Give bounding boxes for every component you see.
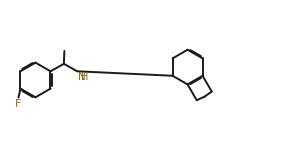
Text: F: F: [15, 99, 22, 109]
Text: H: H: [81, 73, 89, 83]
Text: N: N: [78, 73, 85, 83]
